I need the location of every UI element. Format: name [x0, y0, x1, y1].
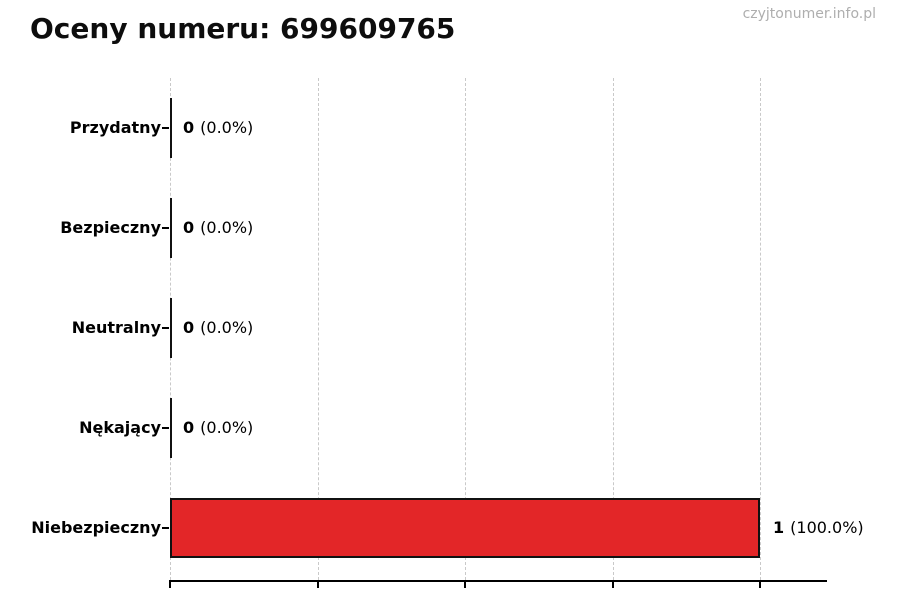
gridline	[760, 78, 761, 580]
percent-label: (0.0%)	[200, 218, 254, 237]
bar-bezpieczny	[170, 198, 172, 258]
x-axis-tick	[759, 580, 761, 588]
count-label: 0	[183, 118, 195, 137]
watermark: czyjtonumer.info.pl	[742, 6, 876, 22]
bar-row-nekajacy: Nękający 0 (0.0%)	[0, 398, 900, 458]
gridline	[317, 78, 319, 580]
percent-label: (0.0%)	[200, 418, 254, 437]
percent-label: (0.0%)	[200, 118, 254, 137]
y-axis-tick	[162, 427, 169, 429]
bar-przydatny	[170, 98, 172, 158]
x-axis-tick	[169, 580, 171, 588]
category-label: Neutralny	[71, 318, 161, 337]
category-label: Bezpieczny	[60, 218, 161, 237]
count-label: 0	[183, 318, 195, 337]
value-label: 0 (0.0%)	[183, 298, 253, 358]
percent-label: (100.0%)	[790, 518, 864, 537]
category-label: Nękający	[79, 418, 161, 437]
value-label: 1 (100.0%)	[773, 498, 864, 558]
count-label: 0	[183, 218, 195, 237]
y-axis-tick	[162, 327, 169, 329]
gridline	[612, 78, 614, 580]
bar-neutralny	[170, 298, 172, 358]
count-label: 1	[773, 518, 785, 537]
percent-label: (0.0%)	[200, 318, 254, 337]
value-label: 0 (0.0%)	[183, 98, 253, 158]
bar-row-bezpieczny: Bezpieczny 0 (0.0%)	[0, 198, 900, 258]
bar-row-neutralny: Neutralny 0 (0.0%)	[0, 298, 900, 358]
y-axis-tick	[162, 527, 169, 529]
y-axis-tick	[162, 127, 169, 129]
category-label: Niebezpieczny	[31, 518, 161, 537]
category-label: Przydatny	[69, 118, 161, 137]
bar-row-przydatny: Przydatny 0 (0.0%)	[0, 98, 900, 158]
x-axis-tick	[611, 580, 614, 588]
x-axis-tick	[464, 580, 466, 588]
x-axis-line	[170, 580, 827, 582]
value-label: 0 (0.0%)	[183, 198, 253, 258]
page-title: Oceny numeru: 699609765	[30, 12, 456, 45]
x-axis-tick	[316, 580, 319, 588]
bar-niebezpieczny	[170, 498, 760, 558]
value-label: 0 (0.0%)	[183, 398, 253, 458]
gridline	[465, 78, 466, 580]
y-axis-tick	[162, 227, 169, 229]
bar-nekajacy	[170, 398, 172, 458]
bar-row-niebezpieczny: Niebezpieczny 1 (100.0%)	[0, 498, 900, 558]
count-label: 0	[183, 418, 195, 437]
